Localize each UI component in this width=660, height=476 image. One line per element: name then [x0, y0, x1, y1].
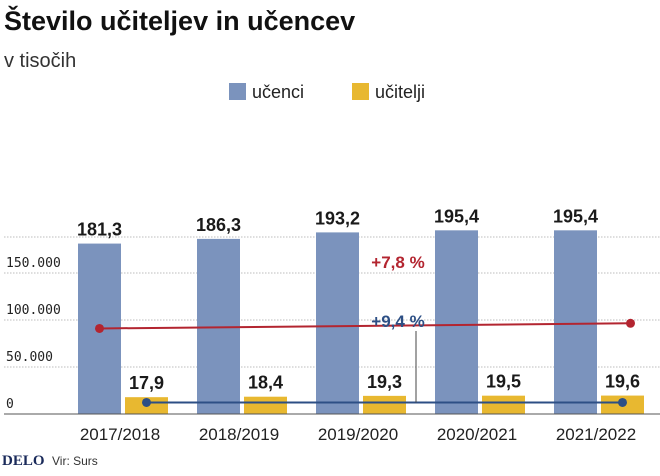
trend-lines: +7,8 % +9,4 % [95, 253, 635, 407]
x-tick-label: 2017/2018 [80, 425, 160, 444]
data-label-ucitelji: 17,9 [129, 373, 164, 393]
bar-ucenci [554, 230, 597, 414]
bar-ucenci [435, 230, 478, 414]
data-label-ucitelji: 19,5 [486, 372, 521, 392]
data-label-ucitelji: 19,3 [367, 372, 402, 392]
trend-point-ucitelji-end [618, 397, 627, 407]
trend-point-ucenci-end [626, 318, 635, 328]
trend-point-ucitelji-start [142, 397, 151, 407]
bar-ucitelji [482, 395, 525, 414]
data-label-ucitelji: 18,4 [248, 373, 283, 393]
x-tick-label: 2018/2019 [199, 425, 279, 444]
x-tick-label: 2019/2020 [318, 425, 398, 444]
source-note: Vir: Surs [52, 454, 98, 468]
chart-title: Število učiteljev in učencev [4, 5, 355, 36]
data-label-ucenci: 186,3 [196, 215, 241, 235]
delo-logo: DELO [2, 453, 45, 469]
bar-ucenci [316, 232, 359, 414]
legend-label-ucenci: učenci [252, 82, 304, 102]
x-axis: 2017/2018 2018/2019 2019/2020 2020/2021 2021… [4, 413, 660, 444]
trend-label-ucenci: +7,8 % [371, 253, 424, 272]
y-tick-label: 100.000 [6, 303, 61, 318]
legend-label-ucitelji: učitelji [375, 82, 425, 102]
trend-point-ucenci-start [95, 323, 104, 333]
legend-swatch-ucenci [229, 83, 246, 100]
x-tick-label: 2021/2022 [556, 425, 636, 444]
data-labels: 181,3 17,9 186,3 18,4 193,2 19,3 195,4 19,5 195,… [77, 206, 640, 393]
data-label-ucenci: 195,4 [434, 206, 479, 226]
x-tick-label: 2020/2021 [437, 425, 517, 444]
y-tick-label: 150.000 [6, 256, 61, 271]
y-tick-label: 0 [6, 397, 14, 412]
bar-ucitelji [363, 395, 406, 414]
chart-subtitle: v tisočih [4, 50, 76, 72]
bar-ucitelji [244, 396, 287, 414]
data-label-ucitelji: 19,6 [605, 372, 640, 392]
y-tick-label: 50.000 [6, 350, 53, 365]
data-label-ucenci: 195,4 [553, 206, 598, 226]
data-label-ucenci: 193,2 [315, 208, 360, 228]
trend-label-ucitelji: +9,4 % [371, 312, 424, 331]
legend: učenci učitelji [229, 82, 425, 102]
data-label-ucenci: 181,3 [77, 220, 122, 240]
trend-line-ucenci [99, 322, 631, 330]
legend-swatch-ucitelji [352, 83, 369, 100]
